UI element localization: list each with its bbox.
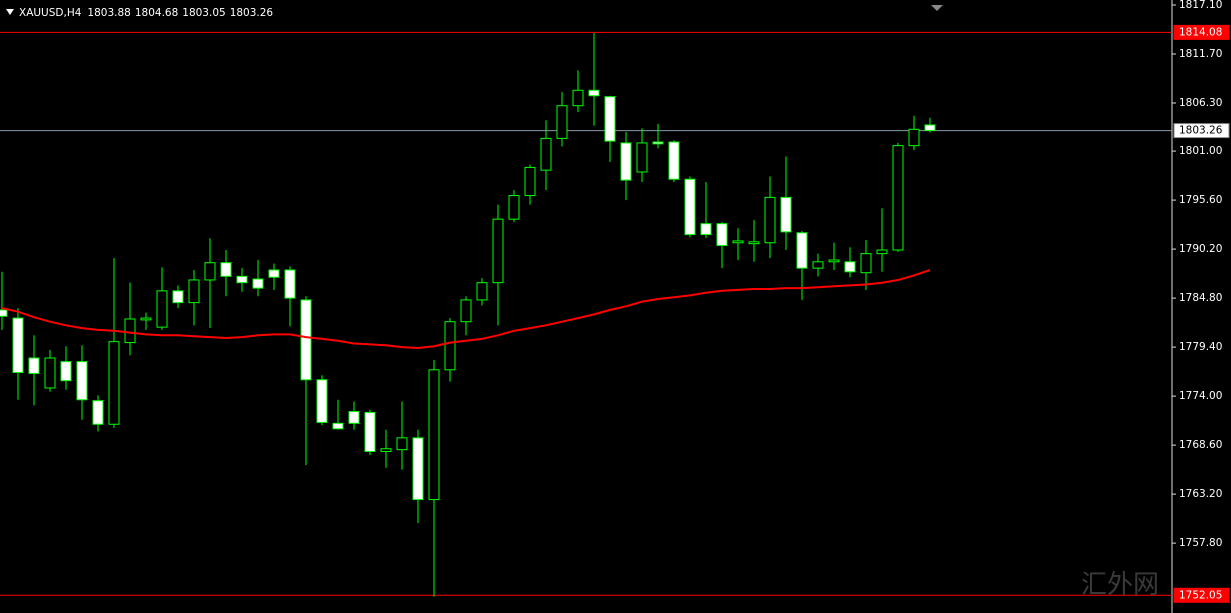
y-tick-label: 1817.10	[1179, 0, 1222, 11]
candle-body	[364, 411, 376, 452]
candle-body	[508, 195, 520, 220]
candle-body	[172, 290, 184, 304]
candle-body	[604, 96, 616, 142]
y-tick-label: 1811.70	[1179, 48, 1222, 60]
candle-body	[716, 223, 728, 246]
candle-body	[860, 253, 872, 274]
candle-body	[92, 400, 104, 425]
candle-body	[908, 128, 920, 147]
candle-body	[780, 196, 792, 233]
candle-body	[44, 357, 56, 389]
candle-body	[316, 379, 328, 423]
y-tick-label: 1763.20	[1179, 488, 1222, 500]
chart-header: XAUUSD,H4 1803.88 1804.68 1803.05 1803.26	[19, 7, 273, 19]
price-label-box	[1173, 587, 1230, 603]
candle-body	[60, 361, 72, 382]
candle-body	[636, 142, 648, 173]
candle-body	[12, 317, 24, 374]
candle-body	[140, 317, 152, 321]
y-tick-label: 1768.60	[1179, 439, 1222, 451]
y-tick-label: 1806.30	[1179, 97, 1222, 109]
ohlc-open: 1803.88	[87, 7, 130, 19]
price-label: 1752.05	[1179, 589, 1222, 601]
y-tick-label: 1757.80	[1179, 537, 1222, 549]
candle-body	[396, 437, 408, 451]
candle-body	[668, 141, 680, 180]
watermark: 汇外网	[1081, 570, 1159, 600]
candle-body	[380, 448, 392, 452]
candle-body	[620, 142, 632, 181]
ohlc-low: 1803.05	[182, 7, 225, 19]
ohlc-close: 1803.26	[230, 7, 274, 19]
candle-body	[876, 249, 888, 255]
candle-body	[892, 145, 904, 251]
candle-body	[700, 223, 712, 236]
candle-body	[268, 269, 280, 278]
y-tick-label: 1784.80	[1179, 292, 1222, 304]
candle-body	[588, 89, 600, 97]
candle-body	[188, 279, 200, 304]
candle-body	[556, 105, 568, 139]
candle-body	[284, 269, 296, 299]
candle-body	[812, 261, 824, 269]
candle-body	[764, 196, 776, 244]
y-tick-label: 1779.40	[1179, 341, 1222, 353]
candle-body	[652, 141, 664, 145]
candle-body	[220, 262, 232, 277]
candle-body	[348, 411, 360, 424]
symbol: XAUUSD,H4	[19, 7, 82, 19]
candle-body	[732, 240, 744, 244]
price-label-box	[1173, 24, 1230, 40]
candle-body	[28, 357, 40, 374]
ohlc-high: 1804.68	[135, 7, 178, 19]
y-tick-label: 1774.00	[1179, 390, 1222, 402]
candle-body	[924, 124, 936, 132]
candle-body	[524, 166, 536, 197]
candle-body	[0, 309, 8, 317]
candle-body	[684, 178, 696, 236]
candle-body	[748, 241, 760, 245]
menu-arrow[interactable]	[6, 9, 14, 15]
price-label: 1803.26	[1179, 125, 1223, 137]
candle-body	[828, 259, 840, 263]
y-tick-label: 1801.00	[1179, 145, 1222, 157]
candle-body	[844, 261, 856, 273]
candle-body	[108, 341, 120, 425]
candle-body	[204, 262, 216, 281]
y-tick-label: 1790.20	[1179, 243, 1222, 255]
candle-body	[300, 299, 312, 381]
candle-body	[252, 278, 264, 289]
price-label-box	[1173, 123, 1230, 139]
shift-marker	[931, 5, 943, 11]
candle-body	[124, 318, 136, 344]
candle-body	[428, 369, 440, 501]
candle-body	[444, 321, 456, 371]
candle-body	[412, 437, 424, 501]
candle-body	[236, 275, 248, 284]
candle-body	[540, 137, 552, 171]
candle-body	[332, 422, 344, 430]
candle-body	[156, 290, 168, 328]
moving-average	[1, 269, 931, 350]
candle-body	[460, 299, 472, 323]
candle-body	[76, 361, 88, 401]
y-tick-label: 1795.60	[1179, 194, 1222, 206]
candle-body	[796, 232, 808, 269]
candle-body	[476, 282, 488, 301]
price-label: 1814.08	[1179, 26, 1222, 38]
candle-body	[492, 218, 504, 284]
candle-body	[572, 89, 584, 107]
